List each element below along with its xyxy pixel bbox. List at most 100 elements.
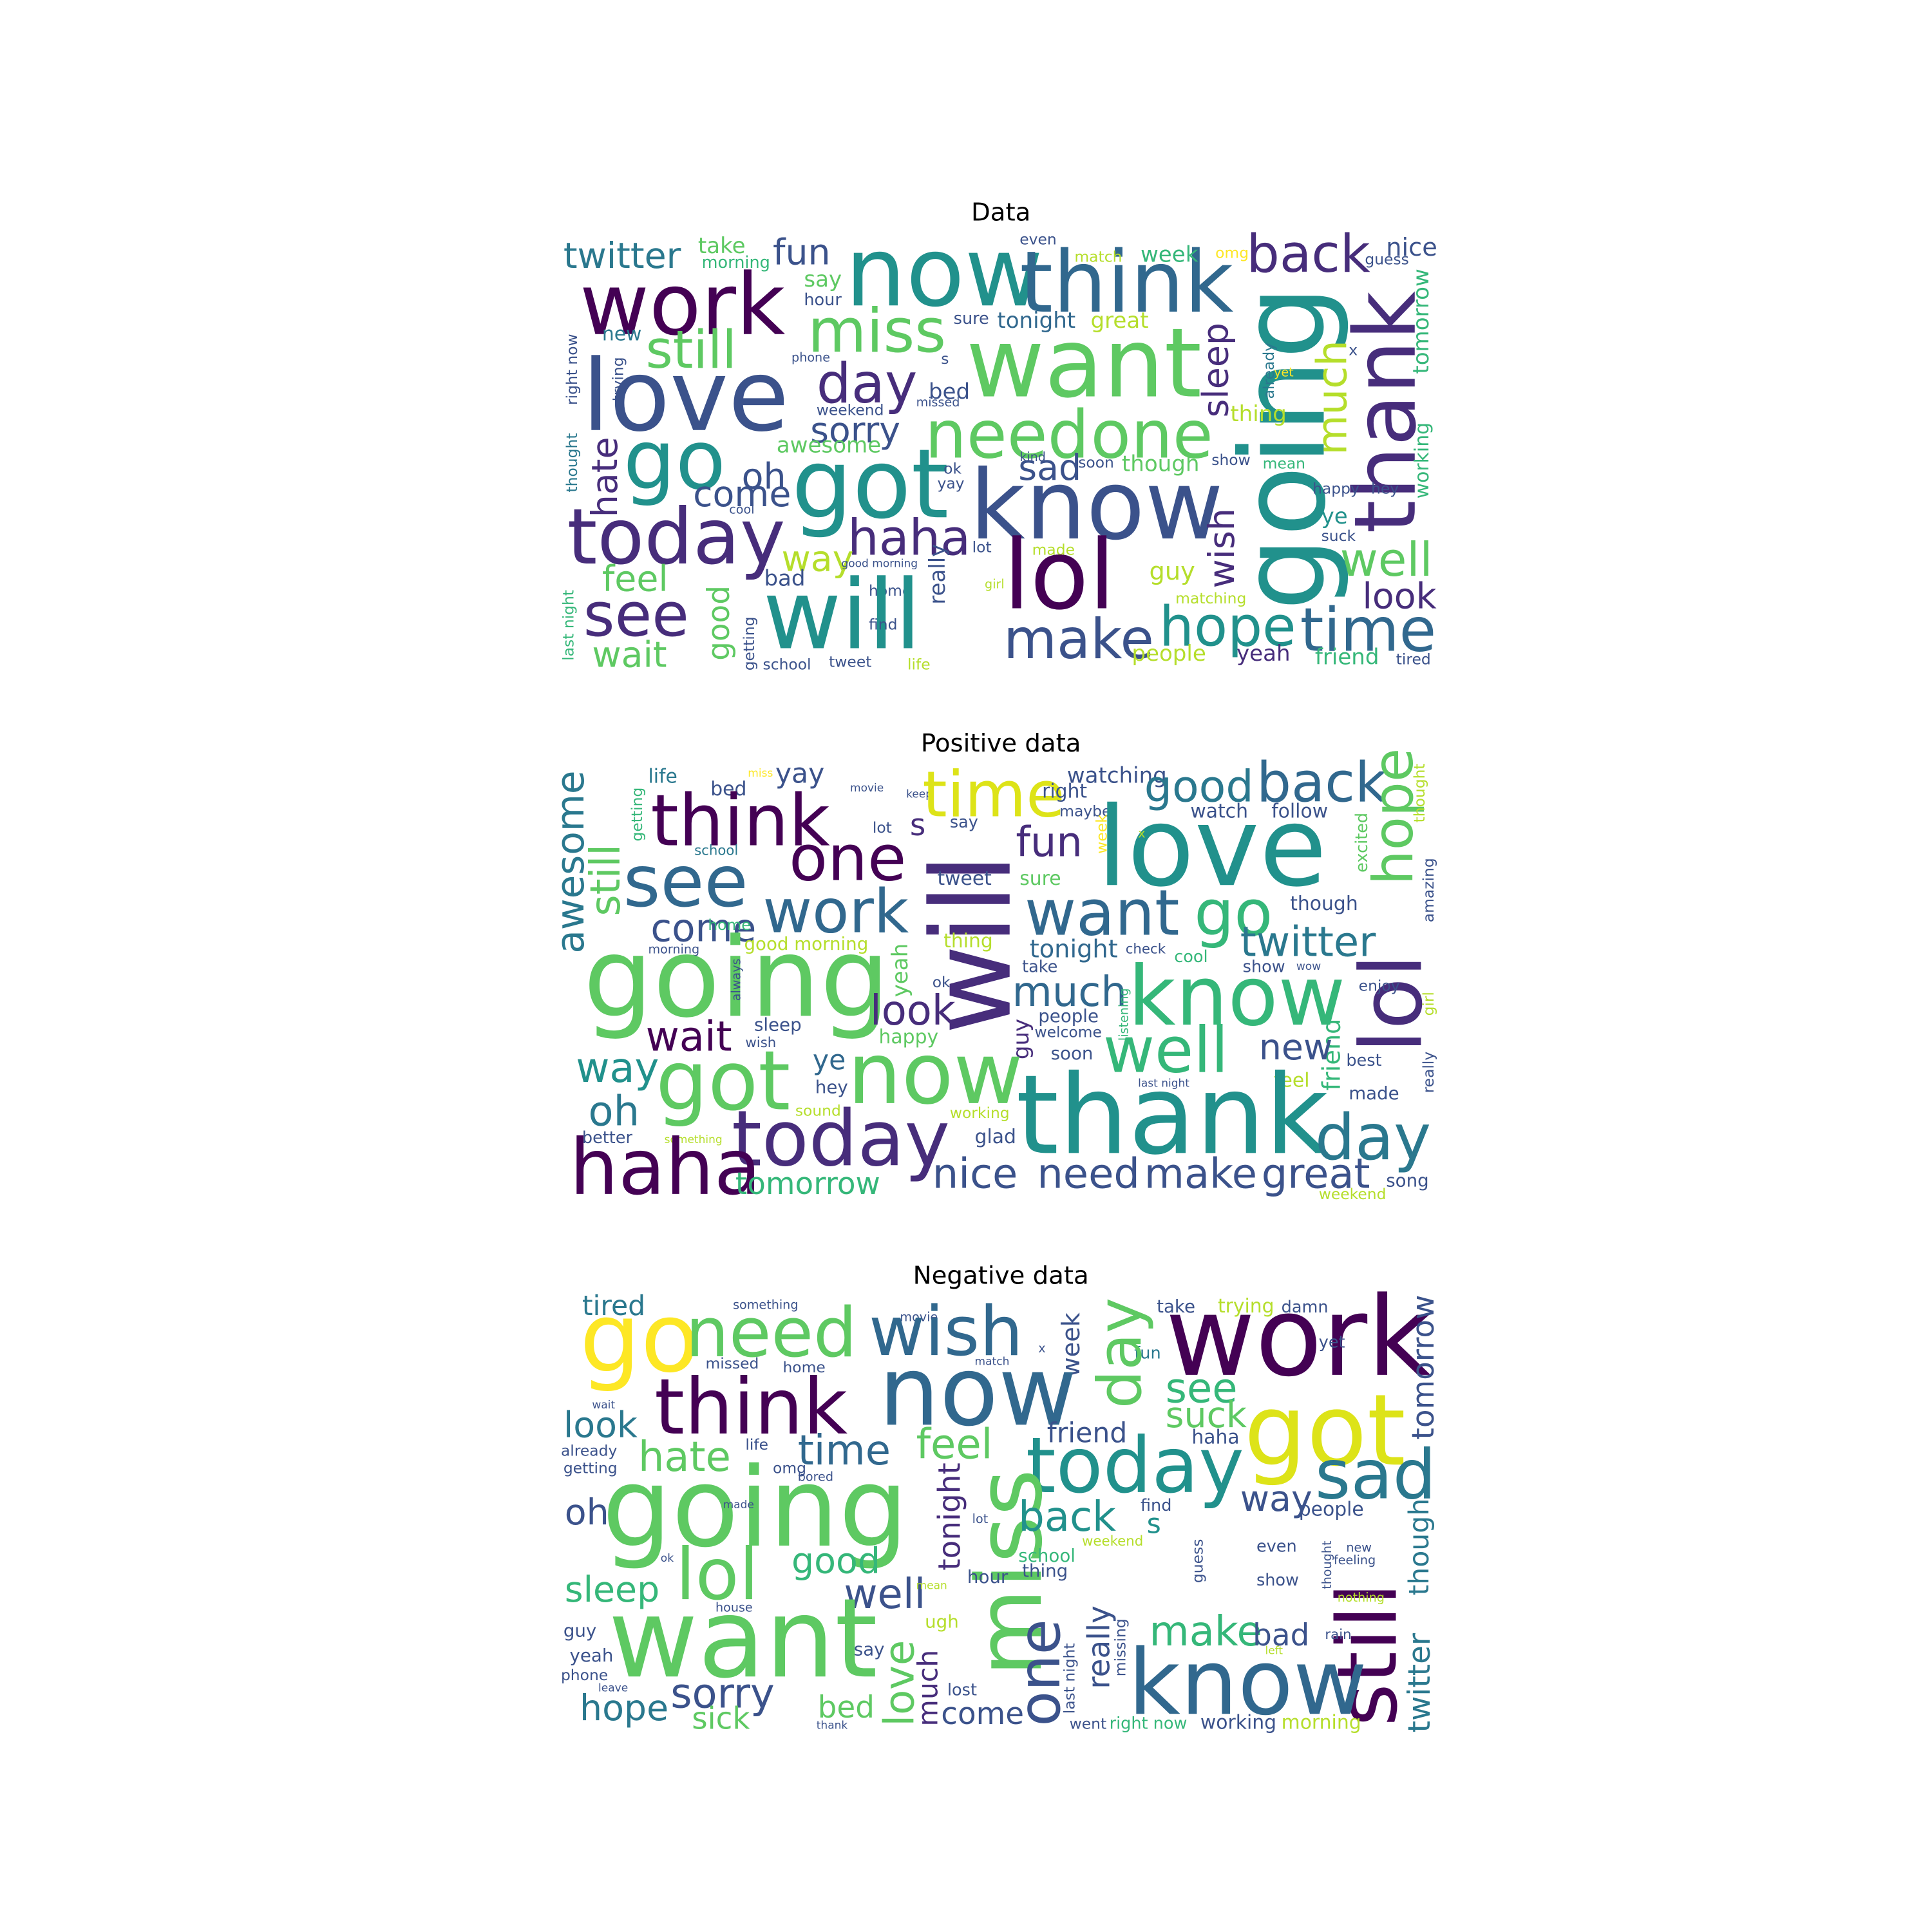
word: miss bbox=[958, 1469, 1063, 1676]
word: today bbox=[732, 1095, 950, 1184]
word: say bbox=[950, 813, 978, 832]
word: now bbox=[879, 1336, 1077, 1448]
word: s bbox=[941, 350, 949, 368]
word: last night bbox=[1060, 1643, 1078, 1714]
word: welcome bbox=[1034, 1023, 1101, 1041]
word: need bbox=[1037, 1151, 1140, 1198]
word: home bbox=[782, 1358, 825, 1376]
word: matching bbox=[1175, 589, 1246, 607]
word: bad bbox=[1253, 1618, 1309, 1653]
word: make bbox=[1150, 1608, 1262, 1656]
word: suck bbox=[1321, 527, 1356, 545]
word: got bbox=[656, 1034, 790, 1130]
word: find bbox=[869, 615, 897, 633]
word: friend bbox=[1318, 1018, 1347, 1090]
word: way bbox=[782, 538, 854, 580]
word: lot bbox=[972, 538, 992, 556]
word: want bbox=[1025, 877, 1180, 951]
word: good morning bbox=[841, 558, 918, 571]
word: hope bbox=[1362, 748, 1426, 886]
word: day bbox=[817, 352, 918, 416]
word: yay bbox=[775, 757, 825, 790]
word: movie bbox=[900, 1310, 938, 1325]
word: movie bbox=[850, 782, 884, 795]
word: trying bbox=[1218, 1295, 1274, 1318]
word: really bbox=[925, 544, 951, 605]
word: watching bbox=[1067, 762, 1167, 788]
word: fun bbox=[1016, 819, 1082, 867]
word: hour bbox=[804, 290, 842, 310]
word: thought bbox=[1410, 763, 1428, 822]
word: right now bbox=[1110, 1714, 1188, 1734]
word: week bbox=[1057, 1312, 1086, 1377]
word: wait bbox=[592, 1399, 615, 1412]
word: omg bbox=[1215, 244, 1249, 262]
word: go bbox=[1194, 877, 1273, 951]
word: bored bbox=[798, 1469, 833, 1484]
word: take bbox=[1157, 1296, 1195, 1317]
word: want bbox=[966, 308, 1202, 419]
word: come bbox=[693, 474, 791, 515]
word: even bbox=[1256, 1537, 1297, 1557]
word: today bbox=[1026, 1421, 1244, 1511]
word: school bbox=[1018, 1545, 1075, 1566]
word: haha bbox=[1191, 1426, 1239, 1448]
word: today bbox=[567, 493, 786, 582]
word: still bbox=[582, 844, 630, 916]
word: look bbox=[870, 987, 956, 1035]
word: go bbox=[623, 413, 726, 509]
word: still bbox=[1320, 1583, 1416, 1727]
word: x bbox=[1349, 341, 1358, 359]
word: ugh bbox=[925, 1611, 959, 1633]
word: miss bbox=[748, 767, 773, 780]
word: girl bbox=[1419, 992, 1437, 1016]
word: feeling bbox=[1334, 1553, 1376, 1567]
word: look bbox=[564, 1405, 638, 1446]
word: lot bbox=[873, 819, 892, 837]
word: one bbox=[789, 822, 906, 895]
word: though bbox=[1122, 451, 1200, 477]
word: ok bbox=[933, 973, 951, 991]
word: match bbox=[975, 1355, 1010, 1368]
word: sad bbox=[1315, 1435, 1436, 1515]
word: day bbox=[1085, 1298, 1155, 1408]
word: going bbox=[602, 1444, 909, 1572]
word: fun bbox=[773, 232, 831, 273]
word: say bbox=[804, 267, 842, 292]
word: right now bbox=[563, 334, 581, 405]
word: really bbox=[1083, 1605, 1117, 1689]
word: tonight bbox=[933, 1463, 967, 1570]
word: thing bbox=[1230, 401, 1287, 427]
word: weekend bbox=[1082, 1533, 1143, 1549]
word: friend bbox=[1047, 1417, 1128, 1449]
word: damn bbox=[1282, 1298, 1329, 1317]
word: well bbox=[844, 1571, 925, 1618]
word: enjoy bbox=[1359, 977, 1400, 995]
word: new bbox=[1346, 1540, 1372, 1555]
word: guess bbox=[1189, 1539, 1207, 1583]
word: got bbox=[791, 429, 949, 540]
word: going bbox=[1215, 285, 1351, 611]
word: awesome bbox=[549, 770, 593, 953]
word: working bbox=[950, 1104, 1010, 1122]
word: soon bbox=[1051, 1043, 1094, 1064]
word: love bbox=[582, 339, 789, 454]
word: already bbox=[561, 1442, 618, 1460]
word: last night bbox=[1138, 1077, 1189, 1090]
word: life bbox=[648, 765, 677, 788]
word: working bbox=[1411, 422, 1434, 498]
word: happy bbox=[879, 1026, 939, 1048]
word: s bbox=[1147, 1508, 1161, 1540]
word: amazing bbox=[1419, 858, 1437, 922]
word: new bbox=[602, 323, 642, 345]
word: sorry bbox=[670, 1671, 775, 1718]
word: week bbox=[1141, 242, 1198, 267]
word: make bbox=[1003, 608, 1154, 672]
word: getting bbox=[740, 616, 758, 670]
word: come bbox=[650, 906, 756, 951]
word: hey bbox=[1371, 479, 1399, 497]
word: yet bbox=[1274, 365, 1294, 380]
word: thought bbox=[1320, 1540, 1334, 1589]
